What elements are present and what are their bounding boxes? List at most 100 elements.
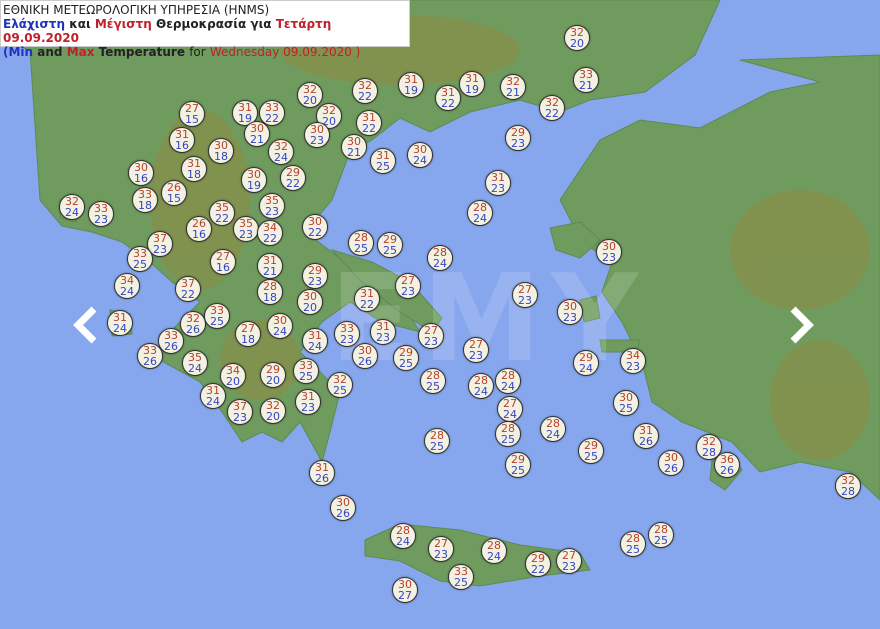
station-marker[interactable]: 31 21 bbox=[257, 253, 283, 279]
station-marker[interactable]: 29 23 bbox=[505, 125, 531, 151]
station-marker[interactable]: 30 23 bbox=[596, 239, 622, 265]
station-marker[interactable]: 30 24 bbox=[407, 142, 433, 168]
station-marker[interactable]: 32 22 bbox=[352, 78, 378, 104]
station-marker[interactable]: 33 26 bbox=[158, 328, 184, 354]
station-marker[interactable]: 35 23 bbox=[233, 216, 259, 242]
station-marker[interactable]: 31 26 bbox=[309, 460, 335, 486]
station-marker[interactable]: 30 23 bbox=[557, 299, 583, 325]
station-marker[interactable]: 33 25 bbox=[204, 303, 230, 329]
station-marker[interactable]: 29 20 bbox=[260, 362, 286, 388]
station-marker[interactable]: 32 20 bbox=[260, 398, 286, 424]
station-marker[interactable]: 31 19 bbox=[398, 72, 424, 98]
station-marker[interactable]: 31 22 bbox=[435, 85, 461, 111]
station-marker[interactable]: 28 24 bbox=[481, 538, 507, 564]
station-marker[interactable]: 33 18 bbox=[132, 187, 158, 213]
station-marker[interactable]: 31 25 bbox=[370, 148, 396, 174]
station-marker[interactable]: 35 23 bbox=[259, 193, 285, 219]
station-marker[interactable]: 29 25 bbox=[578, 438, 604, 464]
station-marker[interactable]: 29 23 bbox=[302, 263, 328, 289]
station-marker[interactable]: 30 21 bbox=[341, 134, 367, 160]
station-marker[interactable]: 27 23 bbox=[418, 323, 444, 349]
station-marker[interactable]: 28 24 bbox=[427, 245, 453, 271]
station-marker[interactable]: 30 16 bbox=[128, 160, 154, 186]
station-marker[interactable]: 28 24 bbox=[468, 373, 494, 399]
station-marker[interactable]: 28 25 bbox=[424, 428, 450, 454]
station-marker[interactable]: 31 24 bbox=[302, 328, 328, 354]
station-marker[interactable]: 35 24 bbox=[182, 350, 208, 376]
station-marker[interactable]: 29 22 bbox=[280, 165, 306, 191]
station-marker[interactable]: 32 24 bbox=[268, 139, 294, 165]
station-marker[interactable]: 28 24 bbox=[390, 523, 416, 549]
station-marker[interactable]: 29 22 bbox=[525, 551, 551, 577]
station-marker[interactable]: 27 16 bbox=[210, 249, 236, 275]
station-marker[interactable]: 26 16 bbox=[186, 216, 212, 242]
station-marker[interactable]: 27 23 bbox=[395, 273, 421, 299]
station-marker[interactable]: 28 24 bbox=[467, 200, 493, 226]
station-marker[interactable]: 27 15 bbox=[179, 101, 205, 127]
station-marker[interactable]: 27 23 bbox=[512, 282, 538, 308]
station-marker[interactable]: 26 15 bbox=[161, 180, 187, 206]
station-marker[interactable]: 27 24 bbox=[497, 396, 523, 422]
next-day-button[interactable] bbox=[787, 305, 817, 345]
station-marker[interactable]: 27 18 bbox=[235, 321, 261, 347]
station-marker[interactable]: 33 25 bbox=[127, 246, 153, 272]
station-marker[interactable]: 30 25 bbox=[613, 390, 639, 416]
station-marker[interactable]: 31 16 bbox=[169, 127, 195, 153]
station-marker[interactable]: 32 22 bbox=[539, 95, 565, 121]
station-marker[interactable]: 30 26 bbox=[330, 495, 356, 521]
station-marker[interactable]: 32 26 bbox=[180, 311, 206, 337]
station-marker[interactable]: 32 28 bbox=[835, 473, 861, 499]
station-marker[interactable]: 31 26 bbox=[633, 423, 659, 449]
station-marker[interactable]: 37 23 bbox=[147, 231, 173, 257]
station-marker[interactable]: 33 25 bbox=[293, 358, 319, 384]
station-marker[interactable]: 31 18 bbox=[181, 156, 207, 182]
station-marker[interactable]: 31 22 bbox=[354, 286, 380, 312]
station-marker[interactable]: 28 18 bbox=[257, 279, 283, 305]
station-marker[interactable]: 33 23 bbox=[334, 321, 360, 347]
station-marker[interactable]: 31 23 bbox=[370, 319, 396, 345]
station-marker[interactable]: 31 23 bbox=[485, 170, 511, 196]
station-marker[interactable]: 31 23 bbox=[295, 389, 321, 415]
station-marker[interactable]: 30 24 bbox=[267, 313, 293, 339]
station-marker[interactable]: 27 23 bbox=[428, 536, 454, 562]
station-marker[interactable]: 30 19 bbox=[241, 167, 267, 193]
station-marker[interactable]: 28 25 bbox=[348, 230, 374, 256]
station-marker[interactable]: 30 20 bbox=[297, 289, 323, 315]
station-marker[interactable]: 34 22 bbox=[257, 220, 283, 246]
station-marker[interactable]: 28 25 bbox=[495, 421, 521, 447]
station-marker[interactable]: 30 18 bbox=[208, 138, 234, 164]
station-marker[interactable]: 31 19 bbox=[459, 71, 485, 97]
station-marker[interactable]: 28 25 bbox=[420, 368, 446, 394]
station-marker[interactable]: 28 25 bbox=[620, 531, 646, 557]
station-marker[interactable]: 32 24 bbox=[59, 194, 85, 220]
station-marker[interactable]: 30 22 bbox=[302, 214, 328, 240]
station-marker[interactable]: 27 23 bbox=[556, 548, 582, 574]
station-marker[interactable]: 36 26 bbox=[714, 452, 740, 478]
station-marker[interactable]: 33 23 bbox=[88, 201, 114, 227]
station-marker[interactable]: 33 25 bbox=[448, 564, 474, 590]
station-marker[interactable]: 35 22 bbox=[209, 200, 235, 226]
station-marker[interactable]: 29 24 bbox=[573, 350, 599, 376]
station-marker[interactable]: 31 24 bbox=[200, 383, 226, 409]
station-marker[interactable]: 27 23 bbox=[463, 337, 489, 363]
station-marker[interactable]: 34 20 bbox=[220, 363, 246, 389]
station-marker[interactable]: 28 25 bbox=[648, 522, 674, 548]
prev-day-button[interactable] bbox=[70, 305, 100, 345]
station-marker[interactable]: 28 24 bbox=[540, 416, 566, 442]
station-marker[interactable]: 29 25 bbox=[377, 232, 403, 258]
station-marker[interactable]: 32 21 bbox=[500, 74, 526, 100]
station-marker[interactable]: 34 24 bbox=[114, 273, 140, 299]
station-marker[interactable]: 30 26 bbox=[658, 450, 684, 476]
station-marker[interactable]: 30 21 bbox=[244, 121, 270, 147]
station-marker[interactable]: 34 23 bbox=[620, 348, 646, 374]
station-marker[interactable]: 32 25 bbox=[327, 372, 353, 398]
station-marker[interactable]: 30 27 bbox=[392, 577, 418, 603]
station-marker[interactable]: 32 20 bbox=[297, 82, 323, 108]
station-marker[interactable]: 29 25 bbox=[505, 452, 531, 478]
station-marker[interactable]: 32 20 bbox=[564, 25, 590, 51]
station-marker[interactable]: 37 23 bbox=[227, 399, 253, 425]
station-marker[interactable]: 30 26 bbox=[352, 343, 378, 369]
station-marker[interactable]: 28 24 bbox=[495, 368, 521, 394]
station-marker[interactable]: 31 24 bbox=[107, 310, 133, 336]
station-marker[interactable]: 33 26 bbox=[137, 343, 163, 369]
